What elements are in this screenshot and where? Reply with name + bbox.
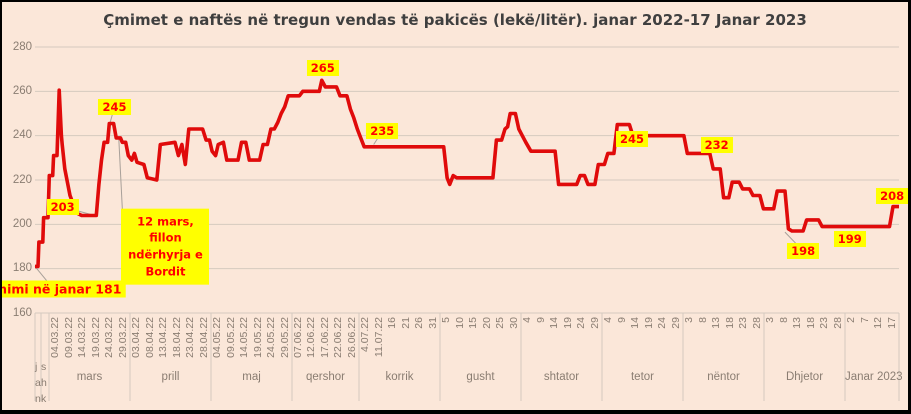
x-tick-label: 19.05.22 [251,317,264,358]
x-tick-label: 13.04.22 [157,317,170,358]
month-label: maj [242,371,261,383]
month-label: korrik [385,371,414,383]
x-tick-label: 12 [872,317,885,329]
x-tick-label: 29 [669,317,682,329]
x-tick-label: 26.06.22 [345,317,358,358]
x-tick-label: 19 [642,317,655,329]
x-tick-label: 29.05.22 [278,317,291,358]
x-tick-label: 7 [858,317,871,323]
month-label: qershor [306,371,345,383]
month-label: Janar 2023 [845,371,903,383]
x-tick-label: 26 [413,317,426,329]
x-tick-label: 24.03.22 [103,317,116,358]
x-tick-label: 4 [602,317,615,323]
x-tick-label: 17 [885,317,898,329]
annotation-label: 12 mars, fillon ndërhyrja e Bordit [121,208,210,285]
x-tick-label: 14 [548,317,561,329]
month-label: nëntor [707,371,740,383]
x-tick-label: 28.04.22 [197,317,210,358]
annotation-label: 235 [366,123,399,140]
x-tick-label: 10 [453,317,466,329]
annotation-label: 245 [616,130,649,147]
y-axis-label: 180 [12,262,32,275]
month-label: janar [35,361,41,410]
x-tick-label: 16 [386,317,399,329]
x-tick-label: 24.05.22 [265,317,278,358]
x-tick-label: 22.06.22 [332,317,345,358]
x-tick-label: 19.03.22 [89,317,102,358]
x-tick-label: 25 [494,317,507,329]
x-tick-label: 09.05.22 [224,317,237,358]
x-tick-label: 18 [804,317,817,329]
x-tick-label: 8 [777,317,790,323]
y-axis-label: 200 [12,217,32,230]
annotation-label: 208 [876,187,908,204]
x-tick-label: 04.05.22 [211,317,224,358]
x-tick-label: 03.04.22 [130,317,143,358]
x-tick-label: 4.07.22 [359,317,372,353]
x-tick-label: 18.04.22 [170,317,183,358]
x-tick-label: 23 [818,317,831,329]
annotation-label: 232 [700,136,733,153]
x-tick-label: 24 [656,317,669,329]
x-tick-label: 13 [710,317,723,329]
x-tick-label: 28 [750,317,763,329]
annotation-label: Çmimi në janar 181 [2,280,126,298]
month-label: shtator [543,371,580,383]
annotation-label: 245 [98,98,131,115]
y-axis-label: 240 [12,129,32,142]
month-label: shkurt [41,361,50,410]
annotation-label: 203 [46,198,79,215]
x-tick-label: 23.04.22 [184,317,197,358]
annotation-label: 265 [306,60,339,77]
x-tick-label: 17.06.22 [318,317,331,358]
x-tick-label: 8 [696,317,709,323]
x-tick-label: 29 [588,317,601,329]
x-tick-label: 09.03.22 [62,317,75,358]
x-tick-label: 19 [561,317,574,329]
x-tick-label: 5 [440,317,453,323]
x-tick-label: 14 [629,317,642,329]
x-tick-label: 13 [791,317,804,329]
x-tick-label: 24 [575,317,588,329]
x-tick-label: 29.03.22 [116,317,129,358]
x-tick-label: 9 [534,317,547,323]
x-tick-label: 4 [521,317,534,323]
x-tick-label: 07.06.22 [292,317,305,358]
y-axis-label: 260 [12,84,32,97]
x-tick-label: 14.05.22 [238,317,251,358]
month-label: prill [161,371,180,383]
x-tick-label: 08.04.22 [143,317,156,358]
x-tick-label: 23 [737,317,750,329]
x-tick-label: 9 [615,317,628,323]
x-tick-label: 3 [764,317,777,323]
month-label: tetor [630,371,654,383]
x-tick-label: 18 [723,317,736,329]
y-axis-label: 160 [12,306,32,319]
month-label: mars [76,371,103,383]
x-tick-label: 14.03.22 [76,317,89,358]
x-tick-label: 21 [399,317,412,329]
y-axis-label: 280 [12,40,32,53]
x-tick-label: 3 [683,317,696,323]
x-tick-label: 31 [426,317,439,329]
x-tick-label: 12.06.22 [305,317,318,358]
month-label: gusht [466,371,495,383]
x-tick-label: 30 [507,317,520,329]
x-tick-label: 11.07.22 [372,317,385,358]
y-axis-label: 220 [12,173,32,186]
chart-title: Çmimet e naftës në tregun vendas të paki… [103,11,807,29]
annotation-label: 199 [833,230,866,247]
price-line [35,78,899,269]
x-tick-label: 20 [480,317,493,329]
x-tick-label: 15 [467,317,480,329]
x-tick-label: 2 [845,317,858,323]
month-label: Dhjetor [785,371,824,383]
annotation-label: 198 [787,242,820,259]
x-tick-label: 28 [831,317,844,329]
